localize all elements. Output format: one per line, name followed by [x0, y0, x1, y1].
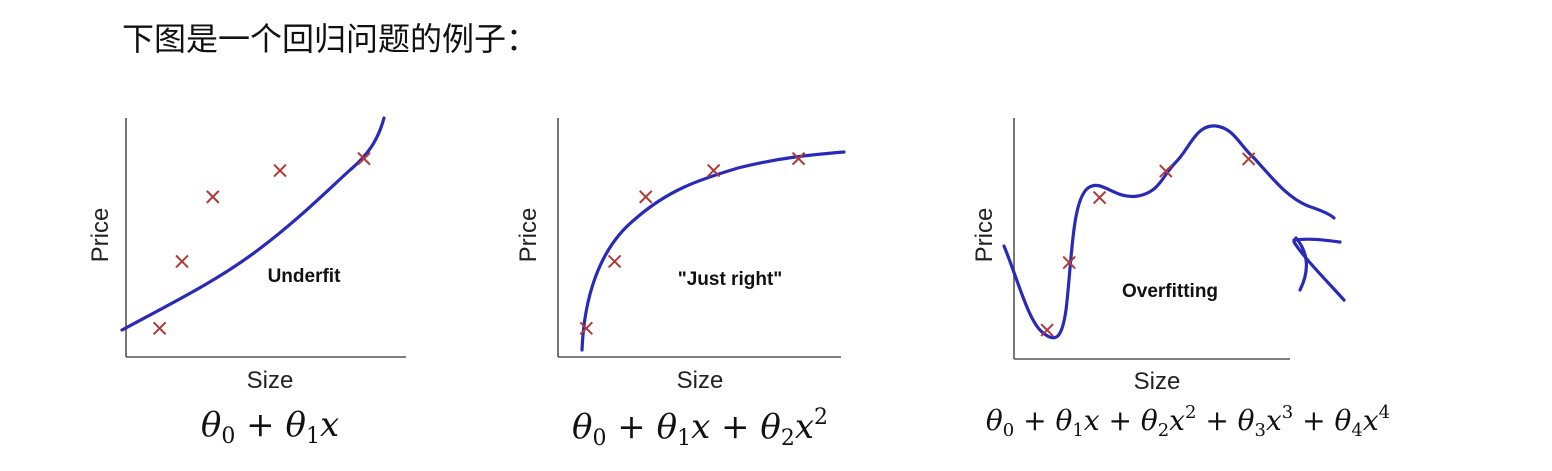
y-axis-label: Price: [87, 208, 114, 263]
x-axis-label: Size: [1134, 368, 1181, 395]
data-point: [176, 255, 188, 267]
fit-curve: [1004, 126, 1334, 338]
equation: θ0 + θ1x: [201, 405, 339, 449]
data-point: [1094, 192, 1106, 204]
chart-underfit-svg: Price Size Underfit θ0 + θ1x: [78, 100, 418, 450]
annotation-label: Underfit: [268, 266, 342, 287]
equation: θ0 + θ1x + θ2x2: [572, 405, 828, 451]
chart-overfitting-svg: Price Size Overfitting θ0 + θ1x + θ2x2 +…: [938, 100, 1498, 450]
chart-just-right: Price Size "Just right" θ0 + θ1x + θ2x2: [508, 100, 858, 450]
fit-curve: [122, 118, 384, 330]
annotation-label: Overfitting: [1122, 281, 1218, 302]
data-point: [640, 191, 652, 203]
data-point: [207, 191, 219, 203]
fit-curve: [582, 152, 844, 350]
chart-just-right-svg: Price Size "Just right" θ0 + θ1x + θ2x2: [508, 100, 858, 450]
chart-overfitting: Price Size Overfitting θ0 + θ1x + θ2x2 +…: [938, 100, 1498, 450]
data-point: [609, 255, 621, 267]
y-axis-label: Price: [971, 208, 998, 263]
y-axis-label: Price: [515, 208, 542, 263]
arrow-curve: [1294, 238, 1344, 300]
x-axis-label: Size: [247, 367, 294, 394]
intro-text: 下图是一个回归问题的例子：: [122, 14, 538, 60]
chart-underfit: Price Size Underfit θ0 + θ1x: [78, 100, 418, 450]
equation: θ0 + θ1x + θ2x2 + θ3x3 + θ4x4: [986, 402, 1390, 441]
data-point: [154, 322, 166, 334]
annotation-label: "Just right": [678, 269, 783, 290]
x-axis-label: Size: [677, 367, 724, 394]
data-point: [274, 165, 286, 177]
